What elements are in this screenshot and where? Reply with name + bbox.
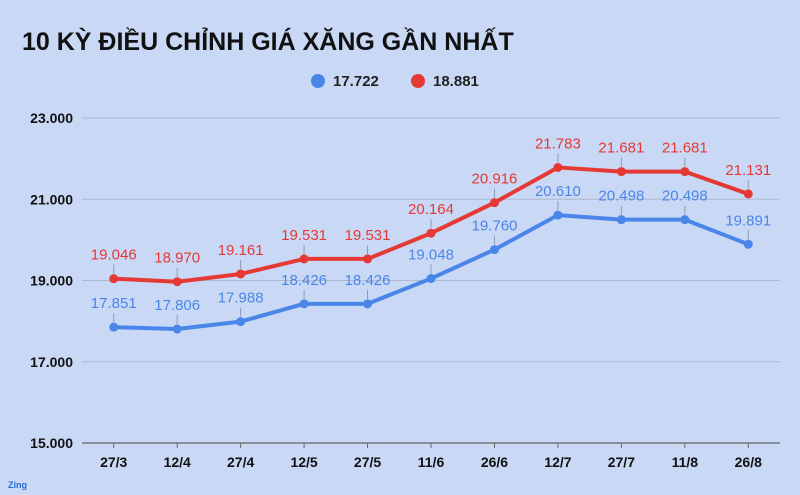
data-label: 19.161 xyxy=(218,242,264,259)
data-point xyxy=(616,215,626,225)
y-tick-label: 15.000 xyxy=(30,435,73,451)
x-tick-label: 27/7 xyxy=(608,454,635,470)
data-point xyxy=(553,210,563,220)
data-label: 20.498 xyxy=(598,188,644,205)
data-point xyxy=(363,299,373,309)
data-point xyxy=(489,245,499,255)
x-tick-label: 11/6 xyxy=(418,454,445,470)
x-tick-label: 27/3 xyxy=(100,454,127,470)
x-axis: 27/3 12/4 27/4 12/5 27/5 11/6 26/6 12/7 27/7 11/8… xyxy=(100,443,762,470)
data-point xyxy=(680,215,690,225)
data-label: 21.783 xyxy=(535,135,581,152)
y-tick-label: 19.000 xyxy=(30,273,73,289)
data-point xyxy=(489,198,499,208)
zing-watermark: Zing xyxy=(8,480,27,490)
data-label: 19.046 xyxy=(91,247,137,264)
data-point xyxy=(680,167,690,177)
legend-item-1: 17.722 xyxy=(311,73,379,90)
data-point xyxy=(299,299,309,309)
data-point xyxy=(172,324,182,334)
data-point xyxy=(109,274,119,284)
data-point xyxy=(426,274,436,284)
legend-marker xyxy=(311,74,325,88)
data-point xyxy=(616,167,626,177)
data-label: 21.681 xyxy=(662,140,708,157)
data-label: 19.531 xyxy=(345,227,391,244)
data-label: 20.498 xyxy=(662,188,708,205)
data-label: 17.988 xyxy=(218,290,264,307)
series-group: 17.851 17.806 17.988 18.426 18.426 19.048 19.7… xyxy=(91,135,771,334)
legend: 17.722 18.881 xyxy=(311,73,479,90)
chart-title: 10 KỲ ĐIỀU CHỈNH GIÁ XĂNG GẦN NHẤT xyxy=(22,26,514,56)
legend-item-2: 18.881 xyxy=(411,73,479,90)
data-point xyxy=(743,239,753,249)
data-point xyxy=(236,317,246,327)
data-label: 20.610 xyxy=(535,183,581,200)
x-tick-label: 26/6 xyxy=(481,454,508,470)
legend-label: 18.881 xyxy=(433,73,479,90)
x-tick-label: 12/7 xyxy=(544,454,571,470)
data-label: 21.131 xyxy=(725,162,771,179)
x-tick-label: 27/4 xyxy=(227,454,254,470)
data-label: 18.426 xyxy=(345,272,391,289)
data-point xyxy=(236,269,246,279)
data-point xyxy=(743,189,753,199)
x-tick-label: 11/8 xyxy=(672,454,699,470)
data-label: 21.681 xyxy=(598,140,644,157)
data-point xyxy=(363,254,373,264)
series-2: 19.046 18.970 19.161 19.531 19.531 20.164 20.9… xyxy=(91,135,771,287)
x-tick-label: 27/5 xyxy=(354,454,381,470)
data-point xyxy=(172,277,182,287)
data-label: 19.760 xyxy=(472,218,518,235)
data-label: 19.531 xyxy=(281,227,327,244)
x-tick-label: 26/8 xyxy=(735,454,762,470)
data-label: 20.916 xyxy=(472,171,518,188)
data-point xyxy=(553,162,563,172)
legend-marker xyxy=(411,74,425,88)
y-axis: 15.000 17.000 19.000 21.000 23.000 xyxy=(30,110,73,451)
data-label: 19.048 xyxy=(408,247,454,264)
data-label: 18.970 xyxy=(154,250,200,267)
y-tick-label: 21.000 xyxy=(30,191,73,207)
data-point xyxy=(426,228,436,238)
data-label: 19.891 xyxy=(725,212,771,229)
series-1: 17.851 17.806 17.988 18.426 18.426 19.048 19.7… xyxy=(91,183,771,334)
data-label: 17.851 xyxy=(91,295,137,312)
data-point xyxy=(109,322,119,332)
y-tick-label: 17.000 xyxy=(30,354,73,370)
data-label: 18.426 xyxy=(281,272,327,289)
x-tick-label: 12/5 xyxy=(290,454,317,470)
legend-label: 17.722 xyxy=(333,73,379,90)
data-point xyxy=(299,254,309,264)
y-tick-label: 23.000 xyxy=(30,110,73,126)
x-tick-label: 12/4 xyxy=(164,454,191,470)
data-label: 20.164 xyxy=(408,201,454,218)
data-label: 17.806 xyxy=(154,297,200,314)
